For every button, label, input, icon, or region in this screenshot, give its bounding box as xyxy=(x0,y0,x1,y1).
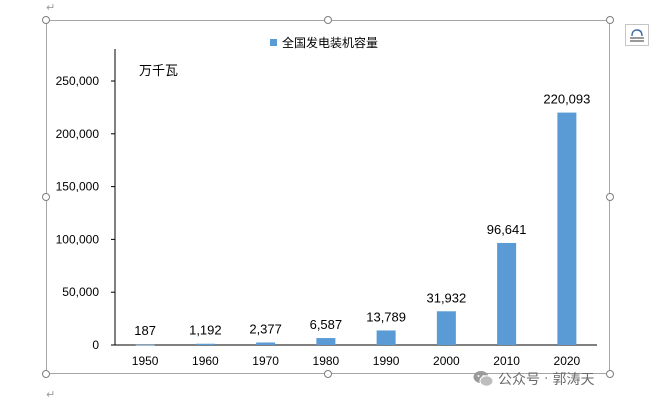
bar xyxy=(557,112,577,346)
resize-handle-top-left[interactable] xyxy=(42,16,50,24)
legend-label: 全国发电装机容量 xyxy=(282,35,378,50)
data-label: 31,932 xyxy=(426,290,466,305)
bar xyxy=(316,338,336,345)
y-tick-label: 150,000 xyxy=(56,180,100,194)
bar xyxy=(376,330,396,345)
resize-handle-top-middle[interactable] xyxy=(324,16,332,24)
bar xyxy=(497,242,517,345)
paragraph-mark-bottom: ↵ xyxy=(46,388,56,401)
x-tick-label: 1960 xyxy=(192,354,219,368)
bar xyxy=(135,344,155,346)
data-label: 13,789 xyxy=(366,309,406,324)
x-tick-label: 1950 xyxy=(132,354,159,368)
chart-frame[interactable]: 全国发电装机容量万千瓦 0 50,000 100,000 150,000 200,000 2… xyxy=(46,20,610,374)
x-tick-label: 1990 xyxy=(373,354,400,368)
data-label: 220,093 xyxy=(543,92,590,107)
y-tick-label: 100,000 xyxy=(56,232,100,246)
bar xyxy=(256,342,276,345)
resize-handle-middle-left[interactable] xyxy=(42,193,50,201)
resize-handle-bottom-left[interactable] xyxy=(42,370,50,378)
data-label: 96,641 xyxy=(487,222,527,237)
data-label: 2,377 xyxy=(249,321,282,336)
y-tick-label: 200,000 xyxy=(56,127,100,141)
y-tick-label: 250,000 xyxy=(56,74,100,88)
wrap-text-icon xyxy=(630,29,644,42)
x-tick-label: 1970 xyxy=(252,354,279,368)
x-tick-label: 1980 xyxy=(313,354,340,368)
x-tick-label: 2010 xyxy=(493,354,520,368)
x-tick-label: 2000 xyxy=(433,354,460,368)
bar xyxy=(195,343,215,345)
legend-swatch xyxy=(270,39,277,46)
watermark-author: 郭涛天 xyxy=(552,372,595,388)
resize-handle-middle-right[interactable] xyxy=(606,193,614,201)
resize-handle-bottom-middle[interactable] xyxy=(324,370,332,378)
watermark-label: 公众号 xyxy=(498,372,540,388)
watermark-separator: · xyxy=(544,371,549,387)
watermark: 公众号 · 郭涛天 xyxy=(472,368,594,390)
unit-label: 万千瓦 xyxy=(139,63,178,78)
resize-handle-bottom-right[interactable] xyxy=(606,370,614,378)
paragraph-mark-top: ↵ xyxy=(46,1,56,14)
y-tick-label: 0 xyxy=(92,338,99,352)
data-label: 187 xyxy=(134,323,156,338)
layout-options-button[interactable] xyxy=(625,24,649,46)
data-label: 1,192 xyxy=(189,323,222,338)
x-tick-label: 2020 xyxy=(554,354,581,368)
data-label: 6,587 xyxy=(310,317,343,332)
resize-handle-top-right[interactable] xyxy=(606,16,614,24)
bar xyxy=(436,311,456,345)
wechat-icon xyxy=(473,371,494,387)
y-tick-label: 50,000 xyxy=(62,285,99,299)
